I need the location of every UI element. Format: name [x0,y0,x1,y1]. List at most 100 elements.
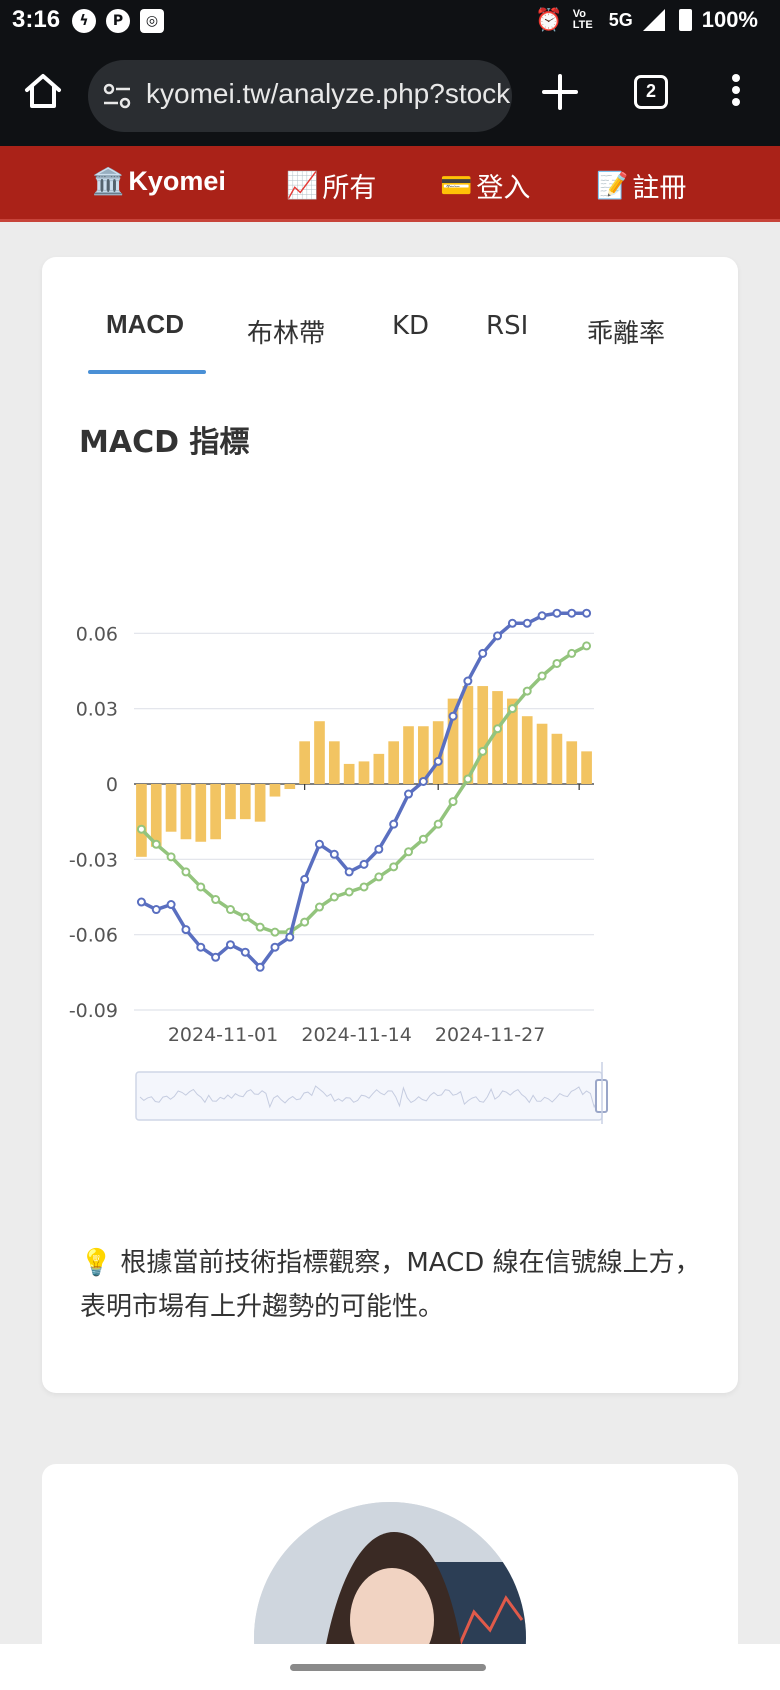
signal-point [478,746,488,756]
tab-switcher-button[interactable]: 2 [634,75,668,109]
x-tick-label: 2024-11-01 [168,1024,278,1046]
signal-point [211,895,221,905]
nav-all-label: 所有 [322,173,377,204]
indicator-tabs: MACD 布林帶 KD RSI 乖離率 [42,257,738,377]
histogram-bar [210,784,221,840]
insight-message: 根據當前技術指標觀察，MACD 線在信號線上方，表明市場有上升趨勢的可能性。 [80,1248,701,1322]
histogram-bar [165,784,177,832]
tab-bollinger[interactable]: 布林帶 [247,319,326,349]
histogram-bar [136,784,147,857]
macd-point [225,940,235,950]
signal-point [329,892,339,902]
gesture-handle[interactable] [290,1664,486,1671]
signal-point [522,686,532,696]
macd-point [463,676,473,686]
y-tick-label: 0 [106,774,118,796]
y-tick-label: -0.06 [69,925,118,947]
signal-point [314,902,324,912]
messenger-icon: ϟ [72,9,96,33]
histogram-bar [225,784,236,820]
nav-register-link[interactable]: 📝 註冊 [596,166,686,205]
histogram-bar [328,741,340,784]
macd-point [582,608,592,618]
signal-point [136,824,146,834]
tab-kd[interactable]: KD [392,311,430,341]
x-tick-label: 2024-11-14 [301,1024,411,1046]
gesture-area [0,1644,780,1690]
macd-point [448,711,458,721]
signal-point [463,774,473,784]
macd-chart[interactable]: 0.09 0.06 0.03 0 -0.03 -0.06 -0.09 2024-11-01 20… [42,567,738,1227]
histogram-bar [521,716,533,784]
url-text[interactable]: kyomei.tw/analyze.php?stock [146,78,511,109]
site-settings-icon[interactable] [102,82,132,110]
macd-point [300,874,310,884]
histogram-bar [269,784,281,797]
memo-icon: 📝 [596,170,629,201]
macd-point [211,952,221,962]
signal-point [344,887,354,897]
status-time: 3:16 [12,6,61,33]
histogram-bar [477,686,489,784]
histogram-bar [418,726,429,784]
macd-point [478,648,488,658]
macd-point [374,844,384,854]
macd-point [389,819,399,829]
macd-line [140,611,587,970]
macd-point [344,867,354,877]
histogram-bar [507,698,518,784]
macd-point [329,849,339,859]
macd-point [196,942,206,952]
site-nav: 🏛️ Kyomei 📈 所有 💳 登入 📝 註冊 [0,146,780,222]
histogram-bar [150,784,162,847]
histogram-bar [343,763,355,784]
histogram-bar [358,761,370,784]
signal-point [374,872,384,882]
nav-all-link[interactable]: 📈 所有 [286,166,376,205]
signal-point [507,704,517,714]
histogram-bar [581,751,592,784]
address-bar[interactable]: kyomei.tw/analyze.php?stock [88,60,512,132]
tab-rsi[interactable]: RSI [486,311,529,341]
macd-point [552,608,562,618]
more-menu-icon[interactable] [726,74,746,114]
macd-point [255,962,265,972]
signal-point [433,819,443,829]
signal-point [418,834,428,844]
histogram-bar [536,723,548,784]
y-tick-label: 0.03 [76,699,118,721]
home-icon[interactable] [22,70,64,112]
nav-brand-label: Kyomei [128,166,226,196]
signal-point [567,648,577,658]
signal-point [404,847,414,857]
lightbulb-icon: 💡 [80,1248,113,1278]
signal-point [255,922,265,932]
nav-register-label: 註冊 [632,173,687,204]
histogram-bar [403,726,414,784]
nav-brand-link[interactable]: 🏛️ Kyomei [92,166,226,197]
histogram-bar [388,741,400,784]
signal-point [166,852,176,862]
macd-point [240,947,250,957]
zoom-slider-preview [139,1085,599,1109]
macd-point [507,618,517,628]
tab-macd[interactable]: MACD [106,309,184,339]
histogram-bar [462,686,474,784]
signal-point [300,917,310,927]
macd-point [359,859,369,869]
battery-level: 100% [701,7,758,32]
tab-bias[interactable]: 乖離率 [587,319,666,349]
section-title: MACD 指標 [79,425,250,460]
nav-login-link[interactable]: 💳 登入 [440,166,530,205]
signal-point [582,641,592,651]
signal-point [389,862,399,872]
bank-icon: 🏛️ [92,166,125,196]
new-tab-icon[interactable] [540,72,580,112]
status-system-icons: ⏰ Vo LTE 5G 100% [535,7,758,33]
signal-point [196,882,206,892]
status-bar: 3:16 ϟ P ◎ ⏰ Vo LTE 5G 100% [0,0,780,44]
macd-point [314,839,324,849]
macd-point [567,608,577,618]
parking-icon: P [106,9,130,33]
signal-point [448,797,458,807]
